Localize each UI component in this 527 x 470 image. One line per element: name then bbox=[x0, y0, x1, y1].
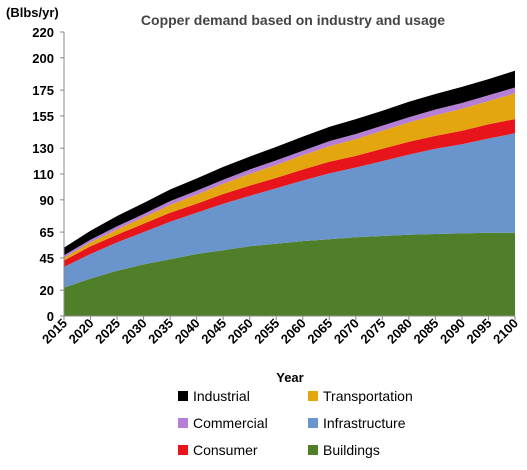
y-tick-label: 130 bbox=[32, 141, 54, 156]
y-tick-labels: 0 20 45 65 90 110 130 155 175 200 220 bbox=[32, 25, 64, 324]
y-tick-label: 45 bbox=[40, 251, 54, 266]
area-buildings bbox=[64, 232, 515, 316]
legend-swatch-industrial bbox=[178, 391, 188, 401]
chart-title: Copper demand based on industry and usag… bbox=[141, 12, 445, 28]
legend-swatch-commercial bbox=[178, 418, 188, 428]
x-tick-label: 2075 bbox=[357, 316, 388, 347]
x-tick-label: 2095 bbox=[464, 316, 495, 347]
area-transportation bbox=[64, 93, 515, 261]
legend-swatch-transportation bbox=[308, 391, 318, 401]
x-tick-label: 2035 bbox=[145, 316, 176, 347]
x-tick-label: 2070 bbox=[331, 316, 362, 347]
y-tick-label: 90 bbox=[40, 193, 54, 208]
legend-label-infrastructure: Infrastructure bbox=[323, 415, 406, 431]
x-tick-label: 2050 bbox=[225, 316, 256, 347]
x-tick-label: 2085 bbox=[410, 316, 441, 347]
area-consumer bbox=[64, 119, 515, 267]
y-tick-label: 65 bbox=[40, 225, 54, 240]
legend-swatch-consumer bbox=[178, 445, 188, 455]
x-tick-label: 2080 bbox=[384, 316, 415, 347]
x-axis-label: Year bbox=[276, 370, 303, 385]
y-tick-label: 220 bbox=[32, 25, 54, 40]
x-tick-label: 2065 bbox=[304, 316, 335, 347]
legend-label-transportation: Transportation bbox=[323, 388, 413, 404]
legend-label-industrial: Industrial bbox=[193, 388, 250, 404]
legend-label-consumer: Consumer bbox=[193, 442, 258, 458]
legend-label-commercial: Commercial bbox=[193, 415, 268, 431]
y-tick-label: 20 bbox=[40, 283, 54, 298]
x-tick-label: 2015 bbox=[39, 316, 70, 347]
y-tick-label: 110 bbox=[33, 167, 54, 182]
x-tick-label: 2060 bbox=[278, 316, 309, 347]
area-commercial bbox=[64, 87, 515, 258]
legend-label-buildings: Buildings bbox=[323, 442, 380, 458]
x-tick-label: 2090 bbox=[437, 316, 468, 347]
area-industrial bbox=[64, 70, 515, 256]
y-tick-label: 175 bbox=[32, 83, 54, 98]
area-layer bbox=[64, 70, 515, 316]
x-tick-label: 2040 bbox=[172, 316, 203, 347]
y-axis-label: (Blbs/yr) bbox=[6, 5, 59, 20]
legend: Industrial Transportation Commercial Infras… bbox=[178, 388, 413, 458]
y-tick-label: 0 bbox=[47, 309, 54, 324]
area-infrastructure bbox=[64, 133, 515, 288]
x-tick-label: 2100 bbox=[490, 316, 521, 347]
y-tick-label: 200 bbox=[32, 51, 54, 66]
x-tick-label: 2045 bbox=[198, 316, 229, 347]
x-tick-label: 2030 bbox=[119, 316, 150, 347]
legend-swatch-infrastructure bbox=[308, 418, 318, 428]
x-tick-label: 2025 bbox=[92, 316, 123, 347]
x-tick-labels: 2015202020252030203520402045205020552060… bbox=[39, 316, 521, 347]
x-tick-label: 2055 bbox=[251, 316, 282, 347]
x-tick-label: 2020 bbox=[66, 316, 97, 347]
y-tick-label: 155 bbox=[32, 109, 54, 124]
legend-swatch-buildings bbox=[308, 445, 318, 455]
